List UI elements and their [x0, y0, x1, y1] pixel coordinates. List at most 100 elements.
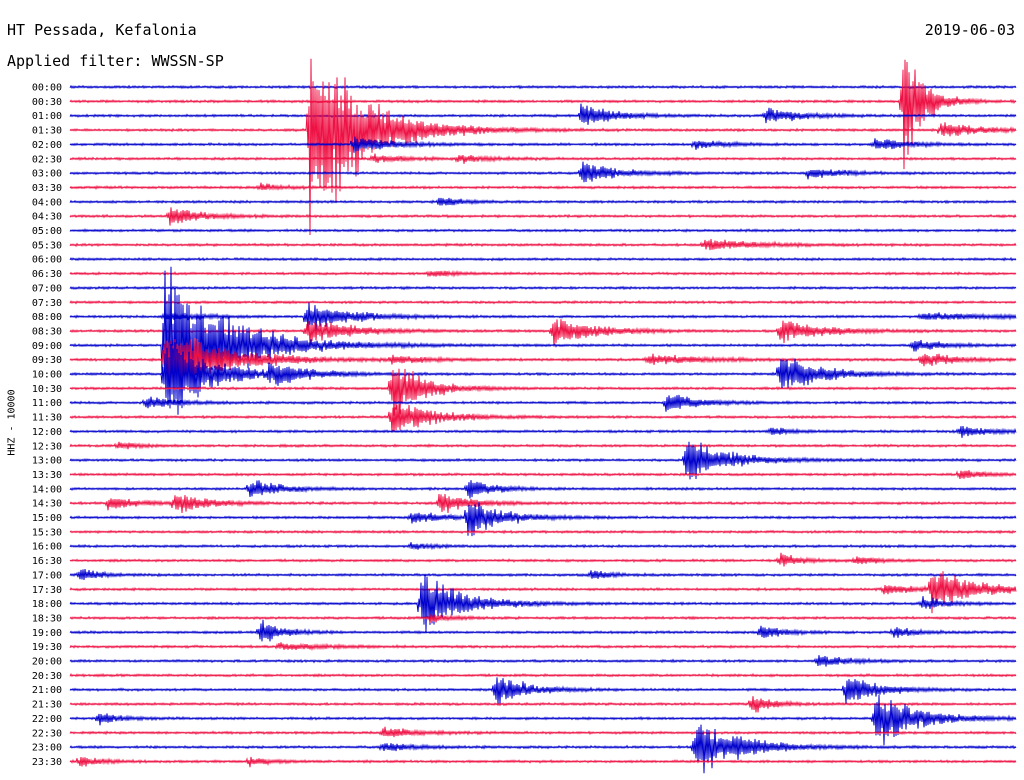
- trace-line: [69, 59, 1017, 170]
- tick-label: 21:30: [32, 700, 62, 711]
- tick-label: 18:00: [32, 599, 62, 610]
- trace-line: [69, 574, 1017, 633]
- tick-label: 20:30: [32, 671, 62, 682]
- trace-line: [69, 724, 1017, 774]
- trace-line: [69, 285, 1017, 291]
- tick-label: 16:30: [32, 556, 62, 567]
- tick-label: 16:00: [32, 542, 62, 553]
- tick-label: 03:00: [32, 169, 62, 180]
- trace-line: [69, 84, 1017, 90]
- tick-label: 07:30: [32, 298, 62, 309]
- trace-line: [69, 299, 1017, 305]
- tick-label: 19:00: [32, 628, 62, 639]
- trace-line: [69, 696, 1017, 713]
- trace-line: [69, 404, 1017, 433]
- tick-label: 08:00: [32, 312, 62, 323]
- trace-line: [69, 338, 1017, 387]
- trace-line: [69, 197, 1017, 206]
- tick-label: 23:30: [32, 757, 62, 768]
- trace-line: [69, 529, 1017, 535]
- trace-line: [69, 207, 1017, 226]
- tick-label: 02:30: [32, 154, 62, 165]
- tick-label: 14:30: [32, 499, 62, 510]
- tick-label: 11:00: [32, 398, 62, 409]
- tick-label: 05:30: [32, 240, 62, 251]
- trace-line: [69, 694, 1017, 746]
- tick-label: 02:00: [32, 140, 62, 151]
- trace-line: [69, 136, 1017, 153]
- trace-line: [69, 161, 1017, 183]
- tick-label: 20:00: [32, 657, 62, 668]
- trace-line: [69, 642, 1017, 652]
- trace-line: [69, 726, 1017, 738]
- trace-line: [69, 368, 1017, 416]
- tick-label: 01:30: [32, 126, 62, 137]
- tick-label: 07:00: [32, 283, 62, 294]
- tick-label: 12:00: [32, 427, 62, 438]
- tick-label: 08:30: [32, 326, 62, 337]
- trace-line: [69, 756, 1017, 768]
- trace-line: [69, 542, 1017, 551]
- tick-label: 09:00: [32, 341, 62, 352]
- trace-line: [69, 480, 1017, 499]
- station-title: HT Pessada, Kefalonia: [7, 21, 197, 39]
- tick-label: 04:00: [32, 197, 62, 208]
- trace-line: [69, 103, 1017, 125]
- tick-label: 09:30: [32, 355, 62, 366]
- tick-label: 06:30: [32, 269, 62, 280]
- tick-label: 10:30: [32, 384, 62, 395]
- tick-label: 14:00: [32, 484, 62, 495]
- tick-label: 18:30: [32, 613, 62, 624]
- trace-line: [69, 614, 1017, 623]
- tick-label: 15:30: [32, 527, 62, 538]
- trace-line: [69, 470, 1017, 479]
- trace-line: [69, 569, 1017, 580]
- trace-line: [69, 426, 1017, 438]
- trace-line: [69, 619, 1017, 642]
- trace-line: [69, 571, 1017, 614]
- date-label: 2019-06-03: [924, 21, 1015, 39]
- tick-label: 10:00: [32, 370, 62, 381]
- tick-label: 13:30: [32, 470, 62, 481]
- trace-line: [69, 441, 1017, 480]
- trace-line: [69, 239, 1017, 251]
- trace-line: [69, 342, 1017, 409]
- trace-line: [69, 319, 1017, 347]
- trace-line: [69, 655, 1017, 667]
- trace-line: [69, 269, 1017, 278]
- trace-line: [69, 256, 1017, 262]
- trace-line: [69, 677, 1017, 704]
- trace-line: [69, 394, 1017, 412]
- trace-line: [69, 493, 1017, 514]
- trace-line: [69, 153, 1017, 164]
- tick-label: 21:00: [32, 685, 62, 696]
- tick-label: 22:00: [32, 714, 62, 725]
- tick-label: 05:00: [32, 226, 62, 237]
- trace-line: [69, 58, 1017, 236]
- tick-label: 11:30: [32, 413, 62, 424]
- tick-label: 22:30: [32, 728, 62, 739]
- trace-line: [69, 228, 1017, 233]
- trace-line: [69, 441, 1017, 450]
- trace-line: [69, 672, 1017, 678]
- tick-label: 19:30: [32, 642, 62, 653]
- trace-line: [69, 552, 1017, 567]
- tick-label: 17:30: [32, 585, 62, 596]
- tick-label: 23:00: [32, 743, 62, 754]
- trace-line: [69, 266, 1017, 415]
- tick-label: 06:00: [32, 255, 62, 266]
- tick-label: 17:00: [32, 570, 62, 581]
- trace-line: [69, 501, 1017, 537]
- filter-label: Applied filter: WWSSN-SP: [7, 52, 224, 70]
- tick-label: 01:00: [32, 111, 62, 122]
- tick-label: 00:30: [32, 97, 62, 108]
- tick-label: 03:30: [32, 183, 62, 194]
- tick-label: 12:30: [32, 441, 62, 452]
- tick-label: 13:00: [32, 456, 62, 467]
- tick-label: 00:00: [32, 83, 62, 94]
- tick-label: 15:00: [32, 513, 62, 524]
- trace-line: [69, 302, 1017, 331]
- trace-line: [69, 182, 1017, 191]
- tick-label: 04:30: [32, 212, 62, 223]
